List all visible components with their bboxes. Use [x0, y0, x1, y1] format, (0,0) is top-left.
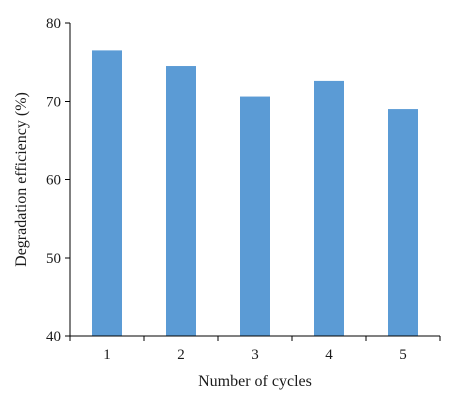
y-tick-label: 50 — [46, 251, 61, 267]
y-axis-ticks: 40 50 60 70 80 — [46, 16, 70, 345]
x-tick-label: 4 — [325, 347, 333, 363]
y-tick-label: 80 — [46, 16, 61, 32]
x-axis-label: Number of cycles — [198, 373, 312, 390]
y-tick-label: 70 — [46, 94, 61, 110]
bar-cycle-2 — [166, 66, 196, 336]
x-axis-ticks: 1 2 3 4 5 — [69, 336, 441, 363]
bar-cycle-3 — [240, 96, 270, 337]
x-tick-label: 2 — [177, 347, 185, 363]
x-tick-label: 5 — [399, 347, 407, 363]
y-axis-label: Degradation efficiency (%) — [13, 92, 30, 267]
y-tick-label: 60 — [46, 173, 61, 189]
x-tick-label: 1 — [103, 347, 111, 363]
bar-cycle-5 — [388, 109, 418, 336]
bar-cycle-4 — [314, 80, 344, 336]
x-tick-label: 3 — [251, 347, 259, 363]
bars — [92, 50, 418, 337]
bar-cycle-1 — [92, 50, 122, 336]
y-tick-label: 40 — [46, 329, 61, 345]
